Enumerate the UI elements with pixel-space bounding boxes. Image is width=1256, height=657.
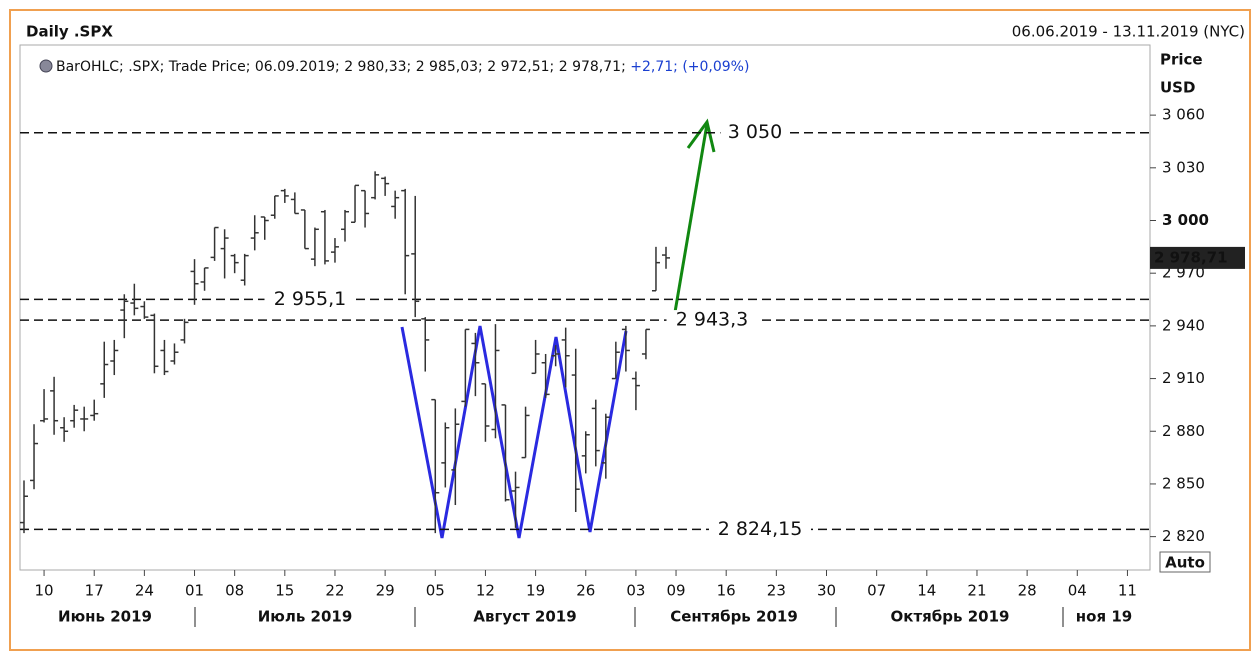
x-tick-label: 07 [867, 582, 886, 600]
level-label: 3 050 [728, 121, 782, 143]
x-tick-label: 12 [476, 582, 495, 600]
info-change: +2,71; (+0,09%) [630, 59, 749, 75]
plot-area [19, 44, 1151, 571]
x-tick-label: 11 [1118, 582, 1137, 600]
level-label: 2 943,3 [676, 309, 749, 331]
date-range: 06.06.2019 - 13.11.2019 (NYC) [1012, 23, 1245, 41]
month-label: ноя 19 [1076, 608, 1132, 626]
month-label: Июнь 2019 [58, 608, 152, 626]
x-tick-label: 28 [1018, 582, 1037, 600]
x-tick-label: 05 [426, 582, 445, 600]
y-tick-label: 3 000 [1162, 211, 1209, 229]
legend-icon [39, 59, 53, 73]
target-arrow [672, 123, 709, 319]
x-tick-label: 29 [376, 582, 395, 600]
y-axis-unit: USD [1160, 79, 1195, 97]
info-text: BarOHLC; .SPX; Trade Price; 06.09.2019; … [56, 59, 626, 75]
last-price-box [1150, 246, 1245, 269]
x-tick-label: 23 [767, 582, 786, 600]
level-label-bg [264, 289, 356, 310]
y-tick-label: 2 820 [1162, 527, 1205, 545]
w-pattern [400, 325, 628, 539]
target-arrow-head [686, 118, 716, 153]
x-tick-label: 17 [85, 582, 104, 600]
level-label: 2 955,1 [274, 288, 347, 310]
month-label: Сентябрь 2019 [670, 608, 798, 626]
x-tick-label: 15 [275, 582, 294, 600]
x-tick-label: 16 [717, 582, 736, 600]
y-tick-label: 2 910 [1162, 369, 1205, 387]
level-label-bg [709, 519, 811, 540]
y-tick-label: 2 940 [1162, 316, 1205, 334]
month-label: Октябрь 2019 [891, 608, 1010, 626]
info-line: BarOHLC; .SPX; Trade Price; 06.09.2019; … [56, 59, 749, 75]
y-tick-label: 2 880 [1162, 422, 1205, 440]
y-axis-label: Price [1160, 51, 1203, 69]
y-tick-label: 3 060 [1162, 106, 1205, 124]
y-tick-label: 2 850 [1162, 474, 1205, 492]
level-label-bg [666, 310, 758, 331]
auto-button-label[interactable]: Auto [1165, 554, 1205, 572]
y-tick-label: 3 030 [1162, 158, 1205, 176]
last-price-label: 2 978,71 [1154, 248, 1228, 266]
x-tick-label: 14 [917, 582, 936, 600]
x-tick-label: 03 [626, 582, 645, 600]
x-tick-label: 26 [576, 582, 595, 600]
chart-title: Daily .SPX [26, 23, 113, 41]
x-tick-label: 10 [35, 582, 54, 600]
month-label: Июль 2019 [258, 608, 353, 626]
x-tick-label: 19 [526, 582, 545, 600]
month-label: Август 2019 [473, 608, 576, 626]
x-tick-label: 08 [225, 582, 244, 600]
month-separators [194, 607, 1064, 627]
x-tick-label: 09 [666, 582, 685, 600]
level-label-bg [720, 122, 790, 143]
x-tick-label: 22 [325, 582, 344, 600]
x-tick-label: 01 [185, 582, 204, 600]
x-tick-label: 21 [967, 582, 986, 600]
frame [9, 9, 1251, 651]
auto-button[interactable] [1159, 551, 1211, 573]
x-tick-label: 30 [817, 582, 836, 600]
x-tick-label: 24 [135, 582, 154, 600]
level-label: 2 824,15 [718, 518, 803, 540]
x-tick-label: 04 [1068, 582, 1087, 600]
